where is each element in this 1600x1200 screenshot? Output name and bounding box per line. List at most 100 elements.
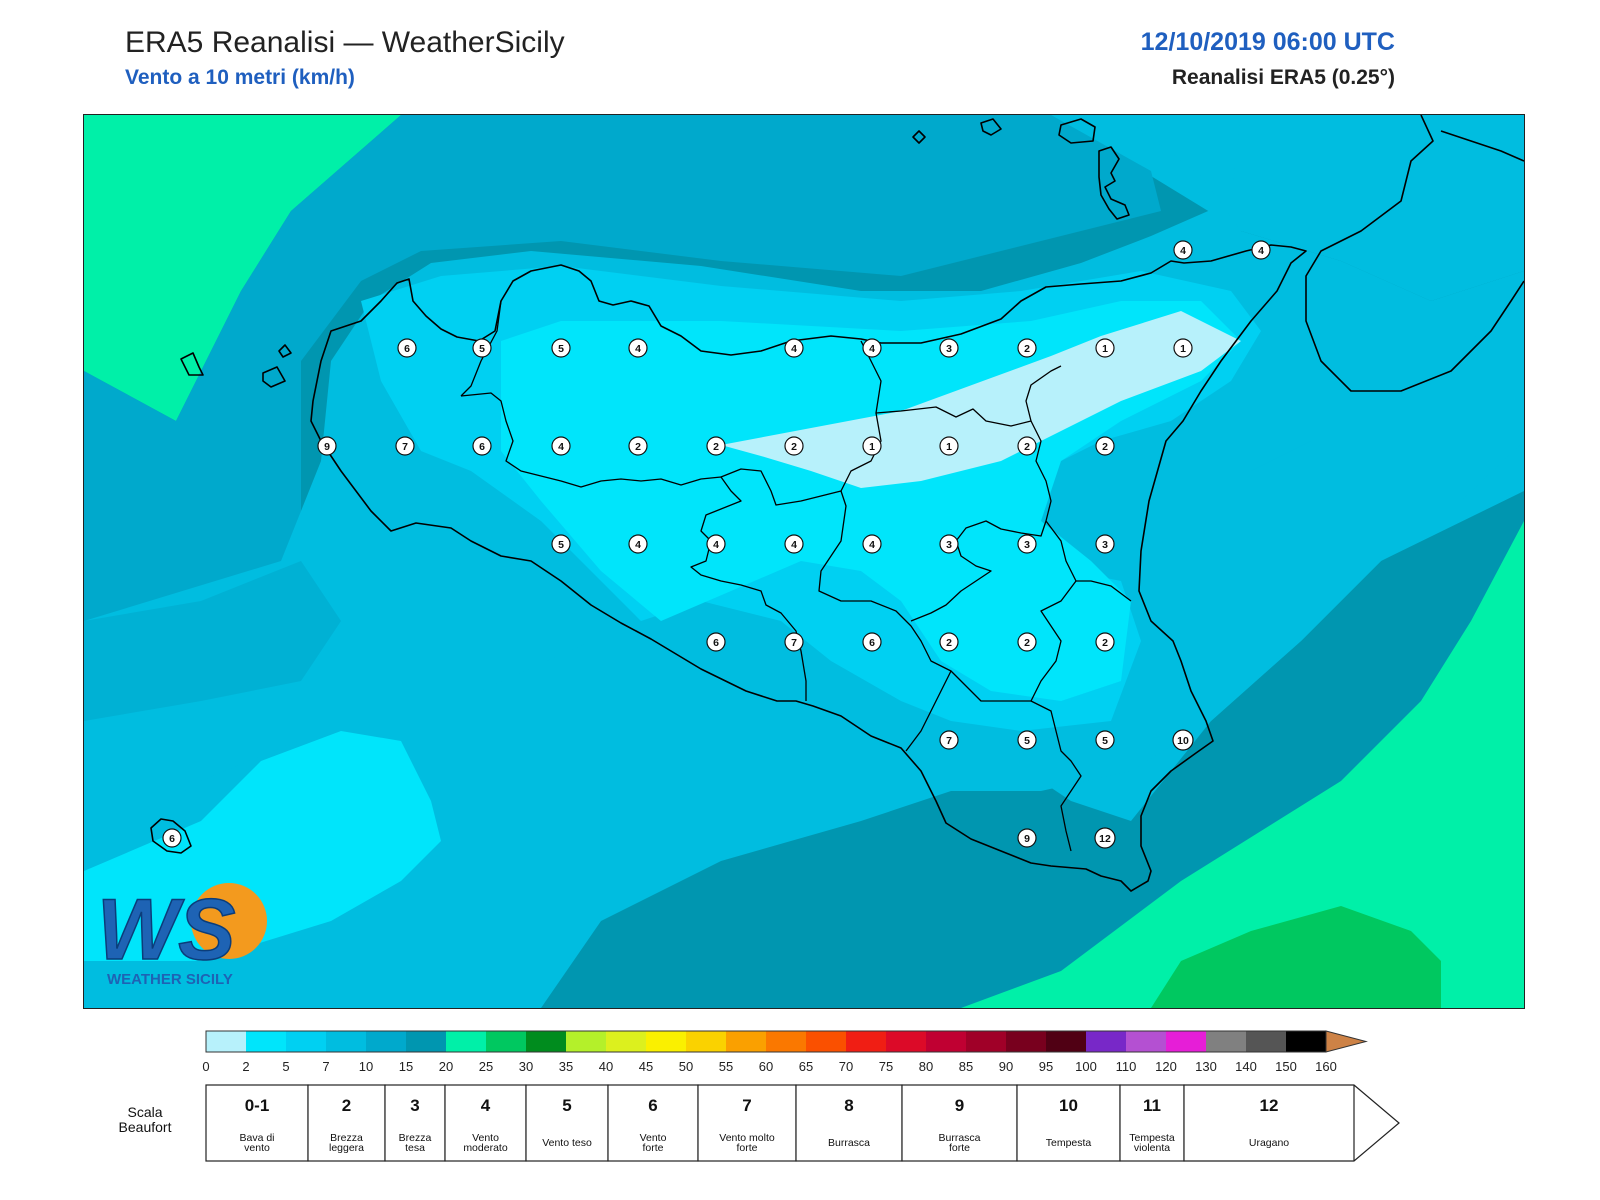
wind-value-point: 6: [397, 338, 417, 358]
colorbar-swatch: [326, 1031, 366, 1052]
wind-value-label: 2: [1024, 343, 1030, 355]
wind-value-point: 12: [1094, 827, 1116, 849]
wind-value-circle: [939, 436, 959, 456]
wind-value-point: 2: [939, 632, 959, 652]
colorbar-swatch: [966, 1031, 1006, 1052]
wind-value-label: 4: [558, 441, 564, 453]
beaufort-number: 4: [481, 1096, 491, 1115]
beaufort-number: 8: [844, 1096, 853, 1115]
wind-value-point: 10: [1172, 729, 1194, 751]
wind-value-circle: [1017, 828, 1037, 848]
beaufort-description: Burrasca: [828, 1137, 870, 1149]
wind-value-point: 6: [472, 436, 492, 456]
beaufort-number: 7: [742, 1096, 751, 1115]
wind-value-circle: [1172, 729, 1194, 751]
colorbar-swatch: [926, 1031, 966, 1052]
colorbar-arrow: [1325, 1030, 1368, 1053]
wind-value-label: 6: [404, 343, 410, 355]
wind-value-circle: [1251, 240, 1271, 260]
wind-value-circle: [784, 632, 804, 652]
wind-value-circle: [784, 436, 804, 456]
wind-value-label: 6: [169, 833, 175, 845]
wind-value-label: 1: [1180, 343, 1186, 355]
colorbar-swatch: [1046, 1031, 1086, 1052]
wind-value-point: 6: [162, 828, 182, 848]
beaufort-box: [1119, 1084, 1185, 1162]
wind-value-circle: [317, 436, 337, 456]
wind-value-point: 9: [317, 436, 337, 456]
colorbar-tick-label: 2: [242, 1059, 249, 1074]
beaufort-description: forte: [949, 1142, 970, 1154]
colorbar-tick-labels: 0 2 5 7 10 15 20 25 30 35 40 45 50 55 60 65 70 75 80 85 90 95…: [202, 1059, 1336, 1074]
wind-value-circle: [551, 436, 571, 456]
wind-value-label: 6: [479, 441, 485, 453]
wind-value-label: 7: [402, 441, 408, 453]
beaufort-description: Brezza: [330, 1132, 363, 1144]
colorbar-swatch: [886, 1031, 926, 1052]
wind-value-circle: [1173, 240, 1193, 260]
logo-name: WEATHER SICILY: [107, 971, 233, 988]
wind-value-circle: [939, 632, 959, 652]
wind-value-circle: [1095, 338, 1115, 358]
wind-value-circle: [1095, 632, 1115, 652]
wind-value-label: 10: [1177, 735, 1189, 747]
wind-value-point: 3: [939, 338, 959, 358]
wind-value-circle: [1017, 730, 1037, 750]
weathersicily-logo: WS WEATHER SICILY: [96, 881, 267, 988]
wind-value-point: 9: [1017, 828, 1037, 848]
beaufort-description: Vento: [640, 1132, 667, 1144]
beaufort-description: Bava di: [239, 1132, 274, 1144]
colorbar-tick-label: 70: [839, 1059, 853, 1074]
beaufort-number: 10: [1059, 1096, 1078, 1115]
wind-value-circle: [397, 338, 417, 358]
wind-value-label: 9: [324, 441, 330, 453]
map-title: ERA5 Reanalisi — WeatherSicily: [125, 26, 565, 59]
wind-value-circle: [1095, 534, 1115, 554]
wind-value-point: 6: [862, 632, 882, 652]
wind-value-point: 4: [1173, 240, 1193, 260]
beaufort-box: [525, 1084, 609, 1162]
wind-value-point: 3: [939, 534, 959, 554]
wind-value-label: 3: [946, 343, 952, 355]
colorbar-tick-label: 50: [679, 1059, 693, 1074]
colorbar-tick-label: 90: [999, 1059, 1013, 1074]
wind-value-point: 2: [784, 436, 804, 456]
wind-value-circle: [784, 338, 804, 358]
wind-value-point: 4: [628, 534, 648, 554]
beaufort-description: Tempesta: [1046, 1137, 1092, 1149]
wind-value-circle: [162, 828, 182, 848]
colorbar-swatch: [606, 1031, 646, 1052]
wind-value-point: 4: [862, 338, 882, 358]
colorbar-tick-label: 120: [1155, 1059, 1177, 1074]
wind-value-label: 4: [713, 539, 719, 551]
wind-value-circle: [1095, 436, 1115, 456]
colorbar-swatch: [1246, 1031, 1286, 1052]
wind-value-point: 1: [939, 436, 959, 456]
beaufort-number: 12: [1260, 1096, 1279, 1115]
wind-value-circle: [628, 436, 648, 456]
colorbar-tick-label: 15: [399, 1059, 413, 1074]
wind-value-label: 4: [869, 539, 875, 551]
wind-value-circle: [551, 338, 571, 358]
colorbar-swatch: [806, 1031, 846, 1052]
wind-value-label: 6: [869, 637, 875, 649]
colorbar-swatch: [686, 1031, 726, 1052]
colorbar-tick-label: 45: [639, 1059, 653, 1074]
beaufort-description: tesa: [405, 1142, 425, 1154]
wind-value-circle: [628, 338, 648, 358]
wind-value-circle: [784, 534, 804, 554]
colorbar-swatch: [486, 1031, 526, 1052]
colorbar-tick-label: 65: [799, 1059, 813, 1074]
beaufort-number: 2: [342, 1096, 351, 1115]
beaufort-box: [205, 1084, 309, 1162]
wind-value-point: 1: [1095, 338, 1115, 358]
wind-value-label: 2: [635, 441, 641, 453]
colorbar-swatch: [846, 1031, 886, 1052]
wind-value-label: 4: [869, 343, 875, 355]
wind-value-label: 5: [558, 539, 564, 551]
beaufort-number: 3: [410, 1096, 419, 1115]
